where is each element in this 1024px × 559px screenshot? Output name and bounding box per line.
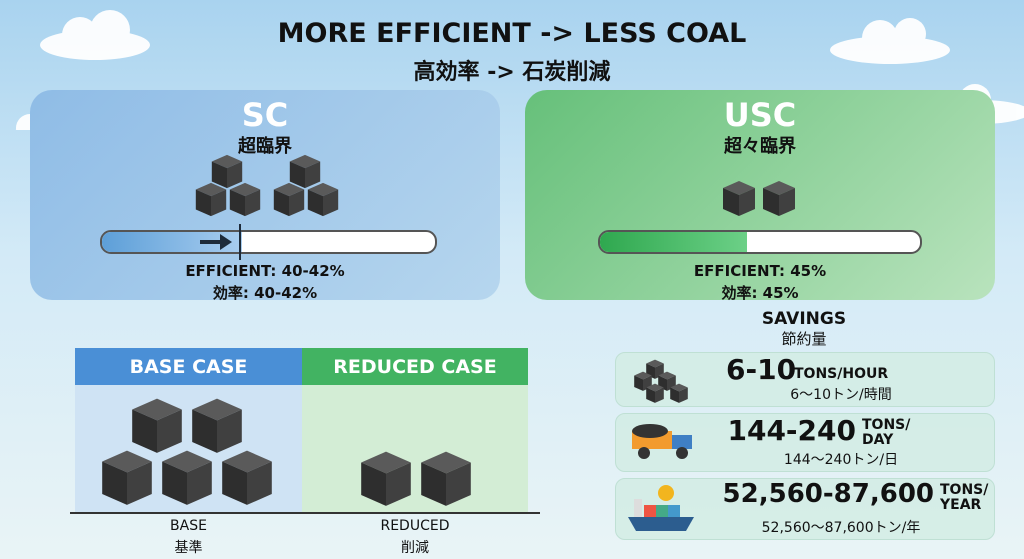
icon (632, 423, 692, 459)
savings-unit: TONS/ (862, 417, 911, 433)
panel-title: SC (241, 96, 289, 134)
savings-value: 52,560-87,600 (722, 479, 934, 509)
savings-row: 6-10 TONS/HOUR 6～10トン/時間 (615, 352, 995, 407)
coal-cubes (723, 181, 795, 216)
efficiency-en: EFFICIENT: 45% (693, 262, 827, 280)
savings-row: 144-240 TONS/DAY 144～240トン/日 (615, 413, 995, 472)
savings-ja: 144～240トン/日 (783, 452, 899, 468)
label-en: REDUCED (380, 518, 450, 534)
savings-title: SAVINGS (761, 309, 847, 329)
usc-panel (525, 90, 995, 300)
coal-cubes (102, 398, 272, 505)
label-en: BASE (170, 518, 207, 534)
reduced-header (302, 348, 528, 385)
panel-title: USC (723, 96, 797, 134)
coal-cubes (361, 451, 471, 506)
efficiency-bar (598, 230, 922, 254)
savings-subtitle: 節約量 (781, 330, 827, 348)
sc-panel (30, 90, 500, 300)
savings-ja: 52,560～87,600トン/年 (761, 520, 921, 536)
panel-subtitle: 超臨界 (238, 136, 292, 157)
panel-subtitle: 超々臨界 (724, 136, 796, 157)
savings-row: 52,560-87,600 TONS/YEAR 52,560～87,600トン/年 (615, 478, 995, 540)
subtitle: 高効率 -> 石炭削減 (413, 60, 611, 85)
header-text: BASE CASE (129, 356, 248, 378)
header-text: REDUCED CASE (333, 356, 497, 378)
efficiency-bar (100, 230, 437, 254)
savings-unit: DAY (862, 432, 894, 448)
icon (634, 359, 688, 403)
savings-unit: TONS/ (940, 482, 989, 498)
baseline (70, 512, 540, 514)
efficiency-ja: 効率: 45% (721, 284, 799, 302)
savings-ja: 6～10トン/時間 (790, 387, 892, 403)
savings-value: 6-10 (726, 353, 797, 386)
efficiency-ja: 効率: 40-42% (212, 284, 318, 302)
coal-cubes (195, 154, 339, 217)
savings-value: 144-240 (727, 414, 856, 447)
savings-unit: TONS/HOUR (794, 366, 889, 382)
title: MORE EFFICIENT -> LESS COAL (277, 18, 747, 49)
label-ja: 削減 (401, 540, 429, 556)
reduced-body (302, 385, 528, 512)
efficiency-en: EFFICIENT: 40-42% (185, 262, 345, 280)
icon (628, 485, 694, 531)
base-header (75, 348, 302, 385)
label-ja: 基準 (174, 540, 203, 556)
arrow (200, 224, 241, 260)
savings-unit: YEAR (940, 497, 982, 513)
